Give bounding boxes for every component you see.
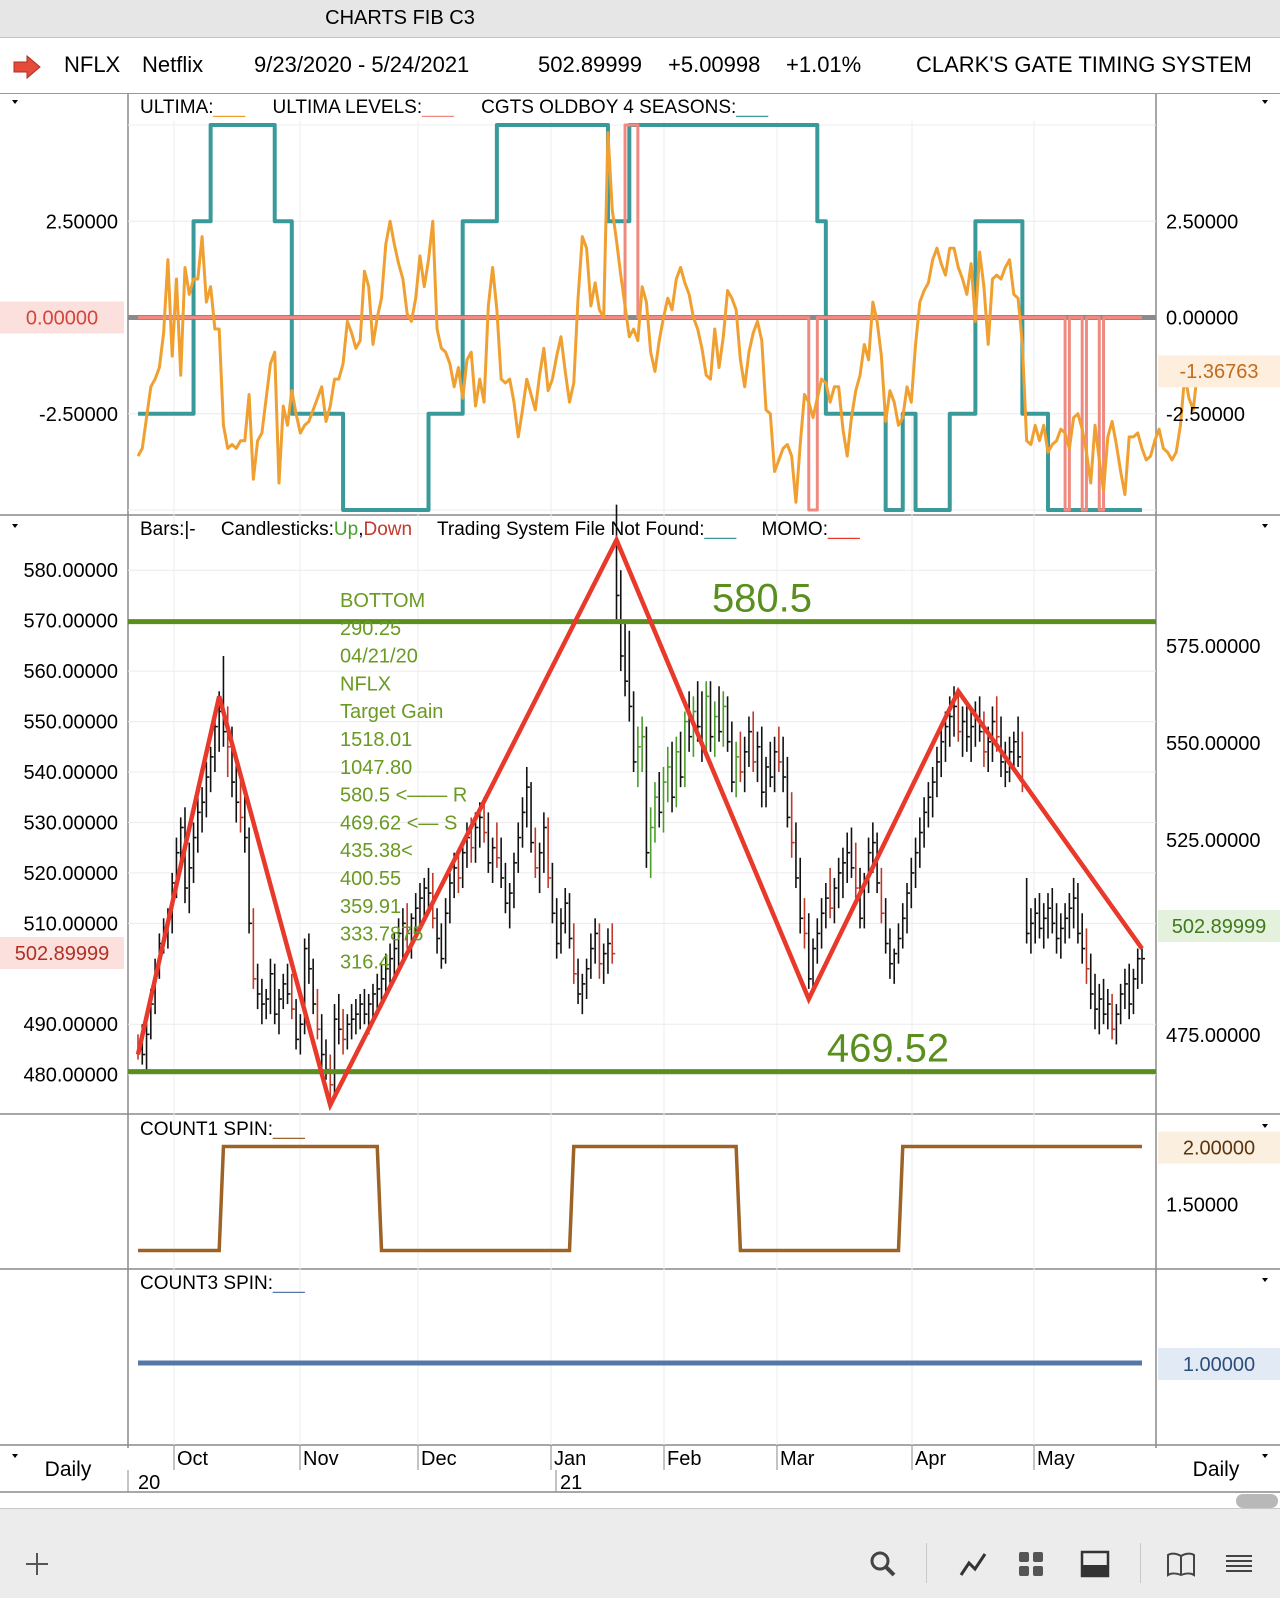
- book-icon[interactable]: [1166, 1549, 1196, 1579]
- panel-icon[interactable]: [1080, 1549, 1110, 1579]
- resistance-label: 580.5: [712, 577, 812, 621]
- pane-arrows: [12, 100, 1268, 1458]
- annotation-line: 469.62 <— S: [340, 812, 457, 834]
- zigzag-line: [135, 534, 1144, 1112]
- grid-icon[interactable]: [1016, 1549, 1046, 1579]
- ultima-zero-badge-bg: [0, 301, 124, 334]
- month-label-nov: Nov: [303, 1448, 339, 1470]
- period-left[interactable]: Daily: [45, 1458, 92, 1481]
- pane-menu-arrow-icon[interactable]: [12, 524, 18, 528]
- annotation-line: 400.55: [340, 868, 401, 890]
- annotation-line: 1047.80: [340, 757, 412, 779]
- count1-badge: 2.00000: [1183, 1138, 1255, 1160]
- ultima-left-tick: -2.50000: [39, 404, 118, 426]
- price-change-percent: +1.01%: [786, 52, 862, 77]
- symbol-info-bar: NFLX Netflix 9/23/2020 - 5/24/2021 502.8…: [0, 38, 1280, 94]
- price-left-tick: 540.00000: [23, 762, 118, 784]
- count3-badge-bg: [1158, 1348, 1280, 1380]
- month-label-may: May: [1037, 1448, 1075, 1470]
- annotation-line: 359.91: [340, 896, 401, 918]
- count1-badge-bg: [1158, 1131, 1280, 1164]
- date-range: 9/23/2020 - 5/24/2021: [254, 52, 470, 77]
- pane-menu-arrow-icon[interactable]: [1262, 524, 1268, 528]
- price-left-tick: 550.00000: [23, 712, 118, 734]
- ultima-legend: ULTIMA:___ ULTIMA LEVELS:___ CGTS OLDBOY…: [140, 97, 768, 118]
- pane-menu-arrow-icon[interactable]: [1262, 1278, 1268, 1282]
- ultima-left-tick: 2.50000: [46, 211, 118, 233]
- pane-menu-arrow-icon[interactable]: [12, 1454, 18, 1458]
- price-left-tick: 570.00000: [23, 611, 118, 633]
- menu-icon[interactable]: [1224, 1549, 1254, 1579]
- price-right-tick: 475.00000: [1166, 1025, 1261, 1047]
- ultima-right-tick: 0.00000: [1166, 308, 1238, 330]
- price-legend: Bars:|- Candlesticks:Up,Down Trading Sys…: [140, 519, 860, 540]
- add-icon[interactable]: [22, 1549, 52, 1579]
- annotation-line: 333.7875: [340, 924, 423, 946]
- horizontal-scrollbar[interactable]: [1236, 1494, 1278, 1508]
- chart-area[interactable]: Oct Nov Dec Jan Feb Mar Apr May 20 21 2.50000 -2.5…: [0, 94, 1280, 1508]
- annotation-line: 580.5 <—— R: [340, 785, 467, 807]
- last-price: 502.89999: [538, 52, 642, 77]
- price-left-tick: 480.00000: [23, 1065, 118, 1087]
- support-label: 469.52: [827, 1027, 949, 1071]
- pane-menu-arrow-icon[interactable]: [1262, 1124, 1268, 1128]
- price-right-tick: 550.00000: [1166, 733, 1261, 755]
- price-left-tick: 530.00000: [23, 812, 118, 834]
- month-label-dec: Dec: [421, 1448, 457, 1470]
- count1-legend: COUNT1 SPIN:___: [140, 1119, 305, 1140]
- price-right-tick: 525.00000: [1166, 830, 1261, 852]
- pane-menu-arrow-icon[interactable]: [1262, 1454, 1268, 1458]
- price-left-tick: 510.00000: [23, 913, 118, 935]
- price-left-badge: 502.89999: [15, 943, 110, 965]
- annotation-line: NFLX: [340, 673, 391, 695]
- annotation-line: 290.25: [340, 618, 401, 640]
- ultima-series-2: [136, 131, 1200, 504]
- annotation-line: 435.38<: [340, 840, 413, 862]
- price-right-badge-bg: [1158, 910, 1280, 942]
- price-left-tick: 520.00000: [23, 863, 118, 885]
- annotation-line: Target Gain: [340, 701, 443, 723]
- search-icon[interactable]: [868, 1549, 898, 1579]
- year-label-2020: 20: [138, 1472, 160, 1494]
- ultima-zero-badge: 0.00000: [26, 308, 98, 330]
- month-label-mar: Mar: [780, 1448, 815, 1470]
- pane-menu-arrow-icon[interactable]: [1262, 100, 1268, 104]
- price-change: +5.00998: [668, 52, 761, 77]
- month-label-oct: Oct: [177, 1448, 209, 1470]
- annotation-line: BOTTOM: [340, 590, 425, 612]
- price-right-badge: 502.89999: [1172, 916, 1267, 938]
- month-label-jan: Jan: [554, 1448, 586, 1470]
- ultima-right-tick: 2.50000: [1166, 211, 1238, 233]
- symbol-name: Netflix: [142, 52, 204, 77]
- price-left-badge-bg: [0, 937, 124, 969]
- price-right-tick: 575.00000: [1166, 636, 1261, 658]
- system-name: CLARK'S GATE TIMING SYSTEM: [916, 52, 1252, 77]
- window-title: CHARTS FIB C3: [325, 7, 475, 29]
- annotation-line: 316.4: [340, 951, 390, 973]
- ultima-series-1: [138, 123, 1142, 512]
- arrow-right-icon[interactable]: [12, 54, 42, 80]
- ultima-right-tick: -2.50000: [1166, 404, 1245, 426]
- count1-series: [138, 1144, 1142, 1253]
- ultima-last-badge: -1.36763: [1180, 361, 1259, 383]
- count1-right-tick: 1.50000: [1166, 1194, 1238, 1216]
- year-label-2021: 21: [560, 1472, 582, 1494]
- price-left-tick: 580.00000: [23, 560, 118, 582]
- count3-badge: 1.00000: [1183, 1354, 1255, 1376]
- annotation-line: 1518.01: [340, 729, 412, 751]
- symbol-ticker[interactable]: NFLX: [64, 52, 121, 77]
- line-chart-icon[interactable]: [958, 1549, 988, 1579]
- bottom-toolbar: [0, 1508, 1280, 1598]
- period-right[interactable]: Daily: [1193, 1458, 1240, 1481]
- window-titlebar: CHARTS FIB C3: [0, 0, 1280, 38]
- pane-menu-arrow-icon[interactable]: [12, 100, 18, 104]
- price-left-tick: 560.00000: [23, 661, 118, 683]
- month-label-feb: Feb: [667, 1448, 701, 1470]
- ultima-series-0: [138, 123, 1142, 512]
- count3-legend: COUNT3 SPIN:___: [140, 1273, 305, 1294]
- annotation-line: 04/21/20: [340, 646, 418, 668]
- price-left-tick: 490.00000: [23, 1014, 118, 1036]
- month-label-apr: Apr: [915, 1448, 946, 1470]
- ultima-last-badge-bg: [1158, 355, 1280, 388]
